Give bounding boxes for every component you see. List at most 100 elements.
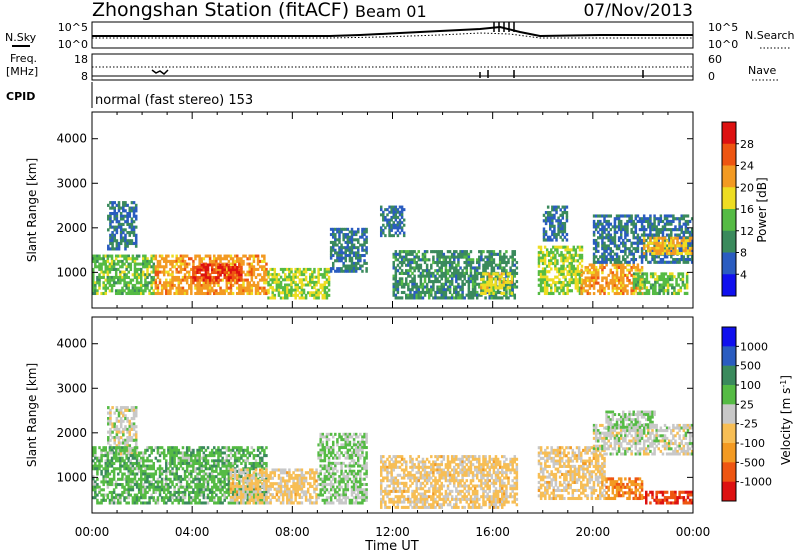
power-cell — [407, 252, 410, 256]
velocity-cell — [219, 485, 222, 489]
power-cell — [576, 289, 580, 293]
power-cell — [682, 222, 686, 226]
power-cell — [119, 291, 122, 296]
power-cell — [647, 280, 651, 284]
power-cell — [613, 292, 617, 296]
power-cell — [124, 247, 127, 251]
power-cell — [106, 265, 110, 269]
power-colorbar-swatch — [722, 274, 736, 297]
power-cell — [192, 276, 195, 280]
velocity-cell — [126, 438, 129, 442]
power-cell — [588, 286, 592, 290]
power-cell — [210, 259, 214, 263]
power-cell — [496, 277, 500, 281]
power-cell — [673, 275, 676, 279]
power-cell — [125, 267, 128, 271]
power-cell — [106, 254, 110, 258]
power-cell — [196, 289, 199, 293]
power-cell — [246, 281, 249, 285]
power-cell — [119, 273, 122, 277]
velocity-cell — [185, 485, 189, 489]
power-cell — [446, 277, 450, 281]
power-cell — [613, 230, 617, 234]
velocity-cell — [167, 469, 170, 473]
power-cell — [492, 283, 495, 287]
power-cell — [150, 270, 153, 274]
velocity-cell — [150, 485, 153, 489]
power-cell — [126, 203, 129, 207]
power-cell — [511, 258, 514, 262]
power-cell — [436, 290, 439, 295]
power-cell — [240, 262, 243, 266]
velocity-cell — [202, 480, 206, 484]
power-cell — [541, 281, 545, 285]
power-cell — [494, 252, 498, 256]
power-cell — [463, 250, 466, 254]
power-cell — [566, 289, 569, 293]
power-cell — [663, 214, 667, 218]
power-cell — [384, 218, 387, 222]
power-cell — [96, 254, 99, 258]
power-cell — [492, 258, 496, 262]
power-cell — [325, 286, 329, 290]
power-cell — [543, 281, 547, 285]
power-cell — [98, 278, 101, 282]
power-cell — [484, 260, 487, 265]
power-cell — [564, 248, 567, 252]
power-cell — [204, 283, 208, 288]
power-cell — [96, 259, 99, 263]
power-cell — [144, 254, 147, 258]
power-cell — [471, 266, 475, 270]
power-cell — [578, 248, 582, 252]
power-cell — [392, 252, 395, 256]
velocity-cell — [185, 488, 189, 492]
power-cell — [667, 244, 671, 248]
power-colorbar-label: Power [dB] — [755, 177, 769, 242]
power-cell — [215, 271, 218, 275]
power-cell — [471, 290, 475, 295]
power-cell — [564, 256, 567, 260]
velocity-cell — [152, 490, 156, 494]
power-cell — [177, 259, 181, 263]
power-cell — [624, 241, 627, 245]
power-cell — [513, 263, 517, 267]
power-cell — [478, 282, 481, 286]
power-cell — [667, 228, 671, 232]
power-cell — [680, 214, 683, 218]
power-cell — [246, 257, 249, 261]
velocity-cell — [179, 480, 183, 484]
power-cell — [677, 283, 680, 287]
power-cell — [131, 286, 135, 290]
velocity-cell — [148, 446, 151, 450]
velocity-cell — [119, 416, 123, 421]
power-cell — [430, 263, 433, 267]
power-cell — [223, 262, 226, 266]
power-cell — [678, 236, 681, 240]
power-cell — [586, 266, 590, 270]
power-cell — [566, 248, 569, 252]
velocity-cell — [131, 485, 135, 489]
power-cell — [475, 296, 479, 300]
power-cell — [104, 270, 108, 274]
power-cell — [227, 270, 231, 274]
power-cell — [455, 274, 458, 278]
power-cell — [461, 296, 464, 300]
power-cell — [544, 219, 548, 223]
power-cell — [609, 241, 613, 245]
power-cell — [686, 228, 690, 232]
velocity-cell — [219, 496, 222, 500]
power-cell — [553, 216, 556, 220]
power-cell — [496, 288, 500, 292]
power-cell — [635, 277, 638, 282]
power-cell — [552, 253, 555, 257]
power-cell — [654, 291, 657, 296]
power-cell — [436, 250, 439, 254]
power-cell — [411, 260, 414, 265]
power-cell — [436, 277, 439, 281]
power-cell — [622, 225, 625, 229]
power-cell — [102, 281, 105, 285]
power-cell — [350, 246, 354, 250]
velocity-cell — [128, 427, 132, 431]
velocity-cell — [110, 451, 114, 455]
velocity-cell — [131, 496, 135, 500]
